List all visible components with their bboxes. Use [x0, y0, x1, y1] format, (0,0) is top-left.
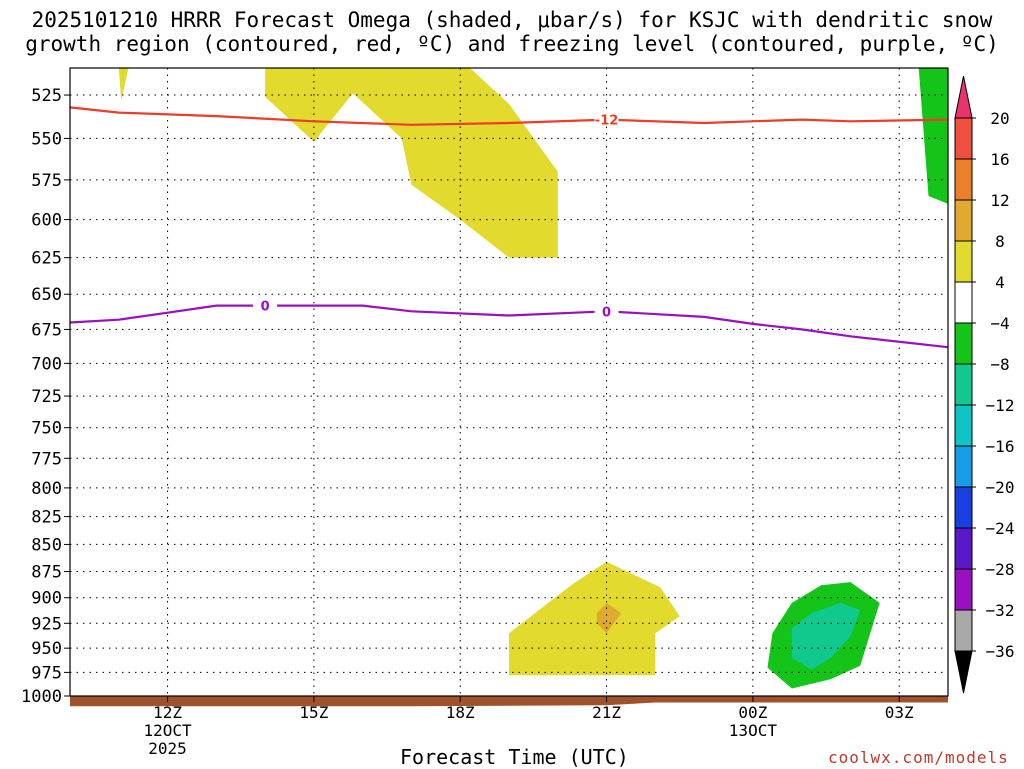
colorbar-label-3: 12: [990, 191, 1009, 210]
credit-link[interactable]: coolwx.com/models: [828, 748, 1009, 767]
colorbar-label-12: −28: [986, 560, 1015, 579]
x-tick-label-18Z: 18Z: [446, 703, 475, 722]
colorbar-box-13: [954, 609, 973, 652]
colorbar-label-11: −24: [986, 519, 1015, 538]
colorbar-label-7: −8: [990, 355, 1009, 374]
ground-layer: [70, 696, 948, 707]
colorbar-box-3: [954, 199, 973, 242]
y-tick-label-850: 850: [31, 535, 62, 555]
title-line-1: 2025101210 HRRR Forecast Omega (shaded, …: [31, 8, 993, 32]
colorbar-label-4: 8: [995, 232, 1005, 251]
x-axis-label: Forecast Time (UTC): [400, 745, 629, 769]
y-tick-label-600: 600: [31, 211, 62, 231]
x-tick-label-21Z: 21Z: [592, 703, 621, 722]
contour-label-bg-3: [594, 304, 619, 319]
y-tick-label-750: 750: [31, 419, 62, 439]
y-tick-label-1000: 1000: [21, 687, 62, 707]
colorbar-bottom-arrow: [954, 650, 973, 694]
y-tick-label-700: 700: [31, 354, 62, 374]
contour-lines: -12 0 0: [69, 106, 949, 349]
y-tick-label-650: 650: [31, 285, 62, 305]
colorbar-box-8: [954, 404, 973, 447]
omega-region-2: [265, 68, 558, 258]
omega-shading: [118, 68, 948, 689]
colorbar-box-6: [954, 322, 973, 365]
y-tick-label-550: 550: [31, 129, 62, 149]
colorbar-label-13: −32: [986, 601, 1015, 620]
colorbar-box-10: [954, 486, 973, 529]
contour-label-1: -12: [595, 114, 619, 129]
ground-surface: [70, 696, 948, 707]
colorbar-top-arrow: [954, 75, 973, 119]
colorbar-box-4: [954, 240, 973, 283]
colorbar: 20 16 12 8 4 −4 −8 −12 −16 −20 −24 −28 −32 −36: [954, 75, 1015, 694]
colorbar-box-1: [954, 117, 973, 160]
colorbar-label-8: −12: [986, 396, 1015, 415]
contour-label-3: 0: [602, 305, 611, 320]
colorbar-box-7: [954, 363, 973, 406]
omega-region-5: [918, 68, 948, 204]
contour-label-bg-1: [594, 112, 619, 127]
colorbar-label-2: 16: [990, 150, 1009, 169]
y-tick-label-775: 775: [31, 449, 62, 469]
colorbar-label-14: −36: [986, 642, 1015, 661]
y-tick-label-625: 625: [31, 249, 62, 269]
contour-freezing-level: [69, 304, 949, 349]
colorbar-box-2: [954, 158, 973, 201]
y-tick-label-825: 825: [31, 508, 62, 528]
colorbar-label-10: −20: [986, 478, 1015, 497]
grid-lines: [70, 68, 948, 696]
x-tick-label-15Z: 15Z: [299, 703, 328, 722]
x-tick-label-03Z: 03Z: [885, 703, 914, 722]
colorbar-box-9: [954, 445, 973, 488]
y-tick-label-925: 925: [31, 614, 62, 634]
y-tick-label-800: 800: [31, 479, 62, 499]
y-axis: 525 550 575 600 625 650 675 700 725 750 775 800 825 8…: [21, 86, 70, 707]
colorbar-box-5: [954, 281, 973, 324]
contour-label-bg-2: [253, 298, 278, 313]
contour-label-2: 0: [261, 300, 270, 315]
colorbar-box-11: [954, 527, 973, 570]
y-tick-label-575: 575: [31, 171, 62, 191]
colorbar-label-9: −16: [986, 437, 1015, 456]
omega-region-1: [118, 68, 129, 101]
colorbar-label-1: 20: [990, 109, 1009, 128]
y-tick-label-975: 975: [31, 663, 62, 683]
plot-frame: [69, 67, 949, 697]
x-tick-date-12Z: 12OCT: [143, 721, 192, 740]
x-tick-label-12Z: 12Z: [153, 703, 182, 722]
colorbar-label-6: −4: [990, 314, 1009, 333]
y-tick-label-675: 675: [31, 320, 62, 340]
omega-region-4: [596, 602, 622, 634]
chart-title: 2025101210 HRRR Forecast Omega (shaded, …: [0, 8, 1024, 56]
colorbar-box-12: [954, 568, 973, 611]
omega-region-3: [509, 561, 680, 676]
y-tick-label-725: 725: [31, 387, 62, 407]
colorbar-label-5: 4: [995, 273, 1005, 292]
y-tick-label-525: 525: [31, 86, 62, 106]
y-tick-label-875: 875: [31, 562, 62, 582]
x-tick-date-00Z: 13OCT: [729, 721, 778, 740]
x-tick-year-12Z: 2025: [148, 739, 187, 758]
x-tick-label-00Z: 00Z: [738, 703, 767, 722]
omega-region-7: [791, 602, 861, 670]
y-tick-label-950: 950: [31, 639, 62, 659]
title-line-2: growth region (contoured, red, ºC) and f…: [25, 32, 999, 56]
y-tick-label-900: 900: [31, 589, 62, 609]
contour-dendritic: [69, 106, 949, 126]
